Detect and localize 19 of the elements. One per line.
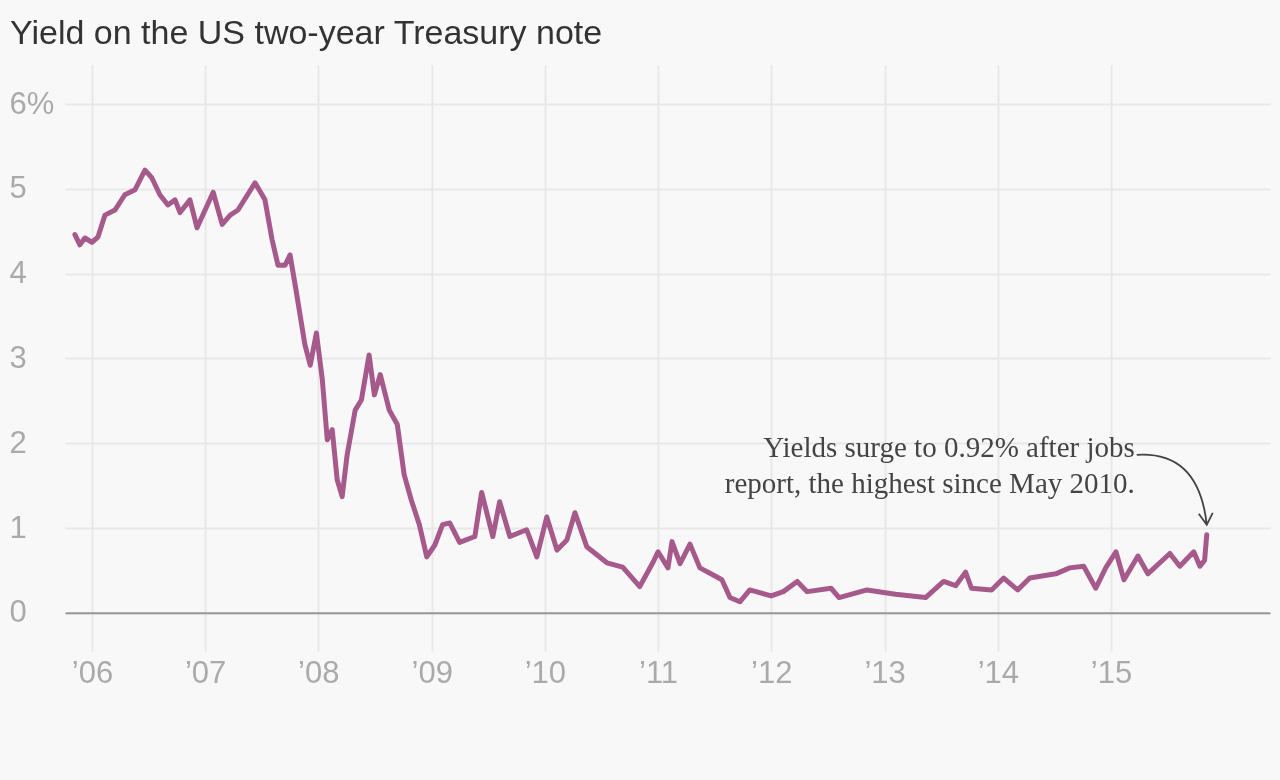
y-tick-label: 3 <box>9 339 27 375</box>
x-tick-label: ’09 <box>411 654 453 690</box>
x-tick-label: ’12 <box>751 654 793 690</box>
y-tick-label: 0 <box>9 594 27 630</box>
x-tick-label: ’14 <box>977 654 1019 690</box>
chart-title: Yield on the US two-year Treasury note <box>10 13 603 51</box>
x-tick-label: ’10 <box>524 654 567 690</box>
y-tick-label: 4 <box>9 255 27 291</box>
x-tick-label: ’13 <box>864 654 906 690</box>
x-tick-label: ’06 <box>71 654 114 690</box>
y-tick-label: 1 <box>9 509 27 545</box>
x-tick-label: ’11 <box>639 654 679 690</box>
annotation: Yields surge to 0.92% after jobs report, the highest since May 2010. <box>724 430 1135 499</box>
y-tick-label: 6% <box>9 85 55 121</box>
x-tick-label: ’07 <box>184 654 227 690</box>
y-tick-label: 5 <box>9 170 27 206</box>
x-tick-label: ’15 <box>1090 654 1133 690</box>
y-tick-label: 2 <box>9 424 27 460</box>
x-tick-label: ’08 <box>298 654 340 690</box>
